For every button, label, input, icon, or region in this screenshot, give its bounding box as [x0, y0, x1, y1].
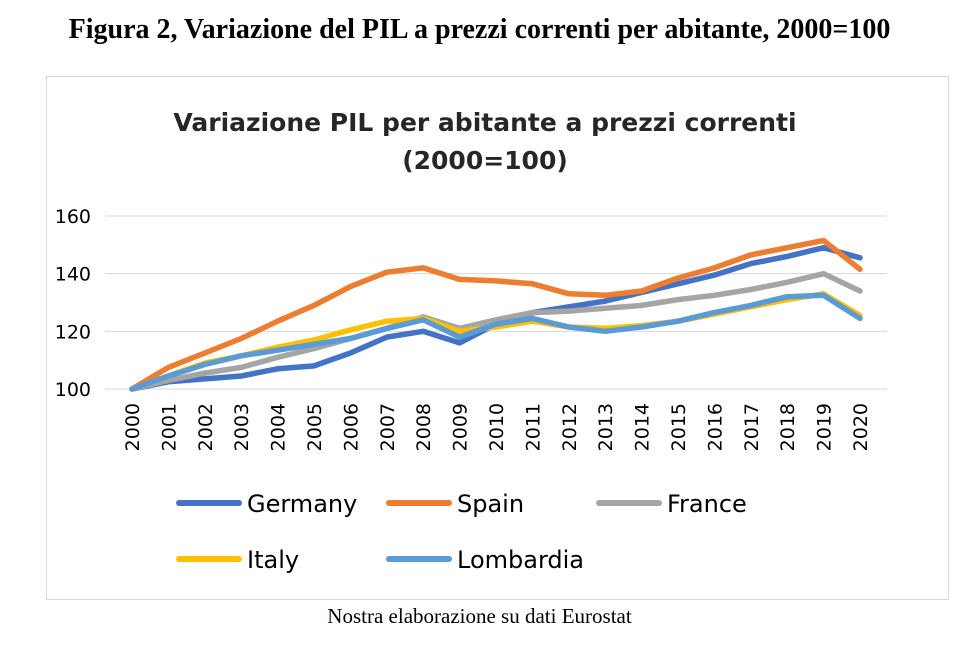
x-tick-label: 2010: [486, 403, 508, 451]
source-note: Nostra elaborazione su dati Eurostat: [327, 604, 632, 628]
x-tick-label: 2007: [377, 403, 399, 451]
x-tick-label: 2018: [777, 403, 799, 451]
series-line-spain: [129, 237, 863, 392]
x-tick-label: 2017: [741, 403, 763, 451]
figure-title: Figura 2, Variazione del PIL a prezzi co…: [68, 14, 891, 45]
series-line-lombardia: [129, 292, 863, 392]
x-tick-label: 2004: [268, 403, 290, 451]
x-tick-label: 2002: [195, 403, 217, 451]
legend-label-spain: Spain: [457, 490, 524, 518]
x-tick-label: 2019: [814, 403, 836, 451]
x-tick-label: 2008: [413, 403, 435, 451]
line-chart: Variazione PIL per abitante a prezzi cor…: [55, 108, 887, 574]
chart-title-line-1: Variazione PIL per abitante a prezzi cor…: [173, 108, 796, 137]
legend-label-france: France: [667, 490, 747, 518]
x-tick-label: 2006: [340, 403, 362, 451]
x-tick-label: 2003: [231, 403, 253, 451]
x-tick-label: 2001: [158, 403, 180, 451]
x-tick-label: 2020: [850, 403, 872, 451]
y-tick-label: 160: [55, 206, 91, 228]
legend-label-germany: Germany: [247, 490, 357, 518]
x-tick-label: 2005: [304, 403, 326, 451]
legend-label-lombardia: Lombardia: [457, 546, 584, 574]
x-tick-label: 2011: [522, 403, 544, 451]
axis-labels: 100 120 140 160 2000 2001 2002 2003 2004 2005 2006…: [55, 206, 872, 451]
gridlines: [105, 215, 887, 390]
x-tick-label: 2000: [122, 403, 144, 451]
x-tick-label: 2015: [668, 403, 690, 451]
y-tick-label: 120: [55, 321, 91, 343]
x-tick-label: 2013: [595, 403, 617, 451]
chart-area: Variazione PIL per abitante a prezzi cor…: [46, 76, 949, 600]
legend-label-italy: Italy: [247, 546, 299, 574]
x-tick-label: 2012: [559, 403, 581, 451]
legend: Germany Spain France Italy Lombardia: [176, 490, 747, 574]
x-tick-label: 2016: [704, 403, 726, 451]
series-line-france: [129, 270, 863, 392]
y-tick-label: 100: [55, 379, 91, 401]
chart-title-line-2: (2000=100): [402, 146, 568, 175]
y-tick-label: 140: [55, 264, 91, 286]
x-tick-label: 2014: [632, 403, 654, 451]
x-tick-label: 2009: [450, 403, 472, 451]
series-lines: [129, 237, 863, 392]
